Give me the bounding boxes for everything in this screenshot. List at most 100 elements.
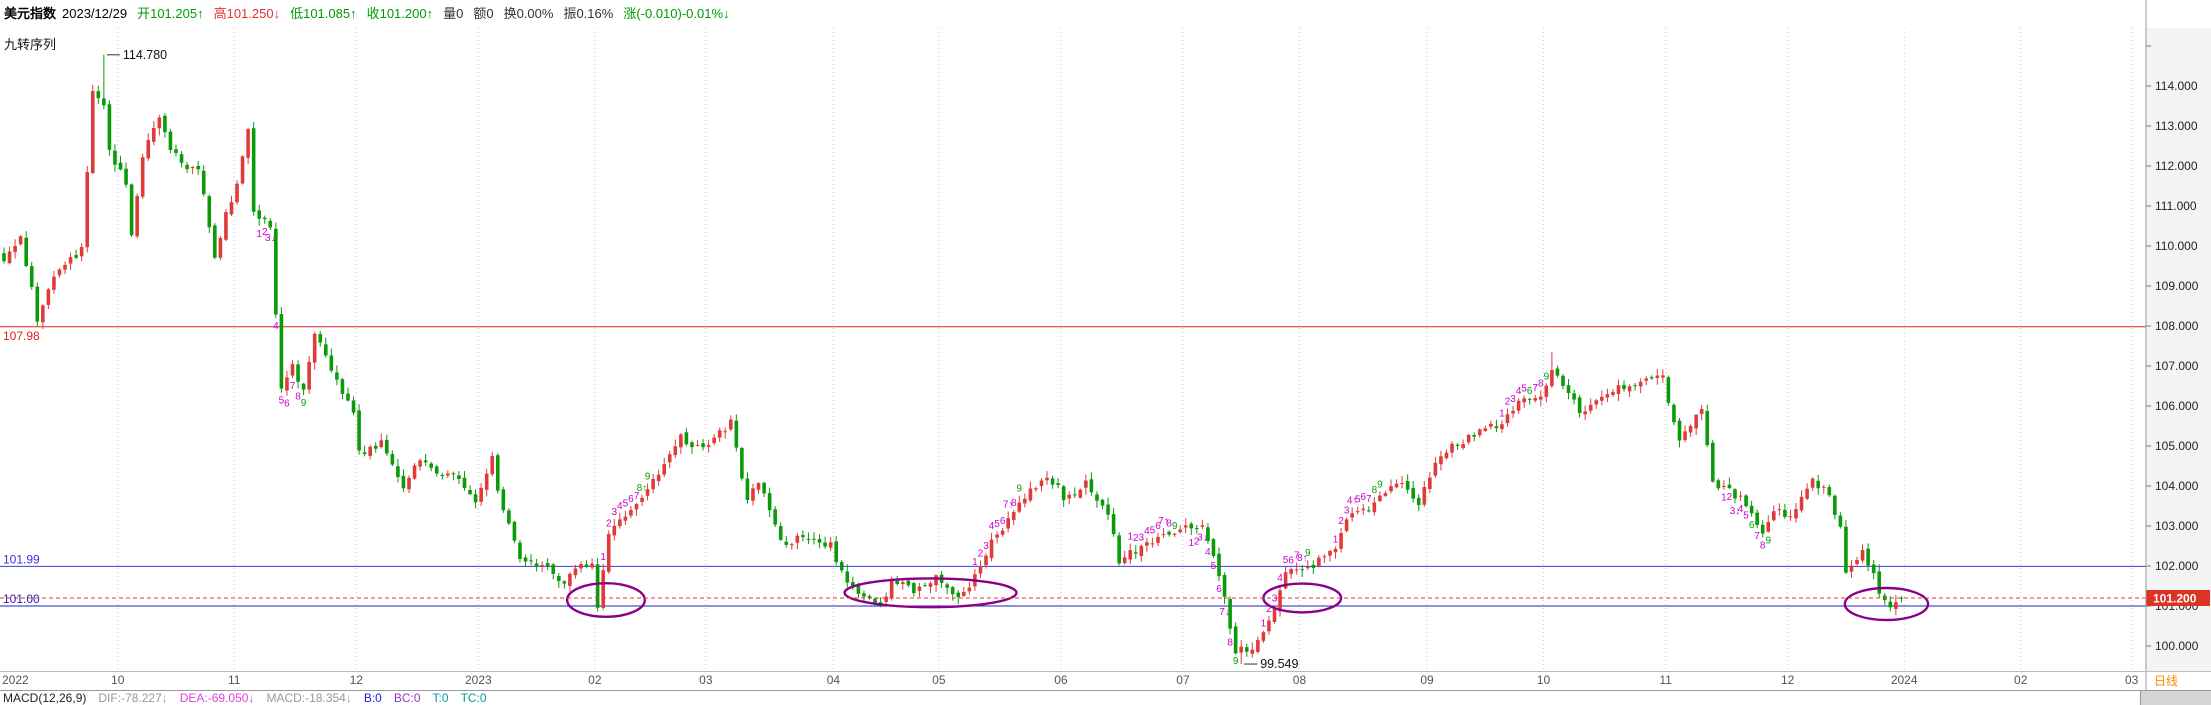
- td-sequence-number: 8: [295, 391, 301, 402]
- td-sequence-number: 3↓: [1197, 532, 1208, 543]
- td-sequence-number: 7: [1366, 494, 1372, 505]
- highlight-ellipse: [843, 577, 1018, 609]
- td-sequence-number: 7↑: [1158, 516, 1169, 527]
- td-sequence-number: 8: [1166, 518, 1172, 529]
- macd-field: TC:0: [460, 691, 487, 705]
- td-sequence-number: 2: [262, 227, 268, 238]
- quote-bar: 美元指数 2023/12/29 开101.205↑ 高101.250↓ 低101.085…: [4, 3, 740, 22]
- x-axis-label: 07: [1176, 673, 1190, 687]
- td-sequence-number: 4: [617, 501, 623, 512]
- macd-field: MACD:-18.354↓: [266, 691, 352, 705]
- td-sequence-number: 4↑: [1347, 495, 1358, 506]
- timeframe-daily-label[interactable]: 日线: [2154, 674, 2178, 688]
- td-sequence-number: 1: [1261, 619, 1267, 630]
- td-sequence-number: 7: [1294, 551, 1300, 562]
- y-axis-label: 103.000: [2155, 519, 2199, 533]
- td-sequence-number: 9: [1544, 371, 1550, 382]
- indicator-name-label: 九转序列: [4, 37, 57, 52]
- td-sequence-number: 6: [1360, 492, 1366, 503]
- td-sequence-number: 2: [1266, 604, 1272, 615]
- x-axis-label: 05: [932, 673, 946, 687]
- hline-price-label: 107.98: [3, 329, 40, 343]
- quote-field: 换0.00%: [503, 6, 554, 21]
- x-axis-label: 10: [111, 673, 125, 687]
- highlight-ellipse: [1843, 586, 1930, 622]
- x-axis-label: 12: [1781, 673, 1795, 687]
- td-sequence-number: 5: [1150, 526, 1156, 537]
- td-sequence-number: 8: [1372, 485, 1378, 496]
- x-axis-label: 2024: [1891, 673, 1918, 687]
- td-sequence-number: 8↑: [1297, 553, 1308, 564]
- last-price-badge: [2146, 590, 2210, 606]
- td-sequence-number: 4: [1738, 504, 1744, 515]
- td-sequence-number: 5: [1211, 561, 1217, 572]
- y-axis-label: 111.000: [2155, 199, 2197, 213]
- y-axis-label: 113.000: [2155, 119, 2198, 133]
- y-axis-label: 102.000: [2155, 559, 2199, 573]
- quote-field: 低101.085↑: [290, 6, 357, 21]
- td-sequence-number: 1: [1333, 534, 1339, 545]
- td-sequence-number: 6: [628, 494, 634, 505]
- td-sequence-number: 9: [1172, 521, 1178, 532]
- td-sequence-number: 2: [606, 518, 612, 529]
- hline-price-label: 101.99: [3, 552, 40, 566]
- grid-layer: [117, 28, 2133, 670]
- td-sequence-number: 9: [1377, 479, 1383, 490]
- td-sequence-number: 9: [645, 471, 651, 482]
- x-axis-label: 11: [228, 673, 241, 687]
- td-sequence-number: 5: [1743, 510, 1749, 521]
- macd-field: B:0: [363, 691, 382, 705]
- td-sequence-number: 4: [989, 521, 995, 532]
- x-axis-label: 11: [1659, 673, 1672, 687]
- td-sequence-number: 6: [1000, 516, 1006, 527]
- td-sequence-number: 3↓: [1730, 506, 1741, 517]
- td-sequence-number: 1: [256, 229, 262, 240]
- y-axis-label: 105.000: [2155, 439, 2199, 453]
- quote-field: 开101.205↑: [137, 6, 204, 21]
- x-axis-label: 12: [350, 673, 364, 687]
- td-sequence-number: 6: [1288, 556, 1294, 567]
- td-sequence-number: 3: [983, 541, 989, 552]
- quote-fields: 开101.205↑ 高101.250↓ 低101.085↑ 收101.200↑ 量0 额0…: [137, 6, 739, 21]
- td-sequence-number: 3↓: [265, 233, 276, 244]
- y-axis-label: 104.000: [2155, 479, 2199, 493]
- macd-field: DEA:-69.050↓: [179, 691, 255, 705]
- macd-status-bar: MACD(12,26,9) DIF:-78.227↓ DEA:-69.050↓ MAC…: [3, 691, 499, 705]
- td-sequence-number: 5: [279, 396, 285, 407]
- highlight-ellipse: [565, 582, 646, 619]
- td-sequence-number: 8: [1538, 379, 1544, 390]
- td-sequence-number: 7: [290, 381, 296, 392]
- macd-field: BC:0: [393, 691, 421, 705]
- td-sequence-number: 1: [972, 557, 978, 568]
- td-sequence-number: 8: [1011, 498, 1017, 509]
- td-sequence-number: 3: [1344, 505, 1350, 516]
- quote-field: 收101.200↑: [366, 6, 434, 21]
- quote-field: 振0.16%: [563, 6, 614, 21]
- td-sequence-number: 1: [600, 552, 606, 563]
- y-axis-label: 108.000: [2155, 319, 2199, 333]
- td-sequence-number: 2: [1727, 492, 1733, 503]
- y-axis-label: 109.000: [2155, 279, 2199, 293]
- annotations-layer: 114.780 99.549: [0, 48, 2146, 671]
- td-sequence-number: 7↑: [1003, 499, 1014, 510]
- x-axis-label: 02: [588, 673, 602, 687]
- quote-field: 额0: [473, 6, 494, 21]
- td-sequence-number: 7↓: [1219, 607, 1230, 618]
- td-sequence-number: 2: [1338, 516, 1344, 527]
- td-sequence-number: 7: [1754, 531, 1760, 542]
- x-axis-label: 03: [699, 673, 713, 687]
- macd-field: DIF:-78.227↓: [98, 691, 168, 705]
- td-sequence-number: 9: [1305, 548, 1311, 559]
- td-sequence-number: 3: [1510, 394, 1516, 405]
- y-axis-label: 114.000: [2155, 79, 2198, 93]
- x-axis-label: 03: [2125, 673, 2139, 687]
- td-sequence-number: 5: [994, 519, 1000, 530]
- td-sequence-number: 2: [1133, 533, 1139, 544]
- td-sequence-number: 8↑: [637, 483, 648, 494]
- td-sequence-number: 2: [1194, 537, 1200, 548]
- quote-field: 量0: [443, 6, 464, 21]
- y-axis-label: 110.000: [2155, 239, 2198, 253]
